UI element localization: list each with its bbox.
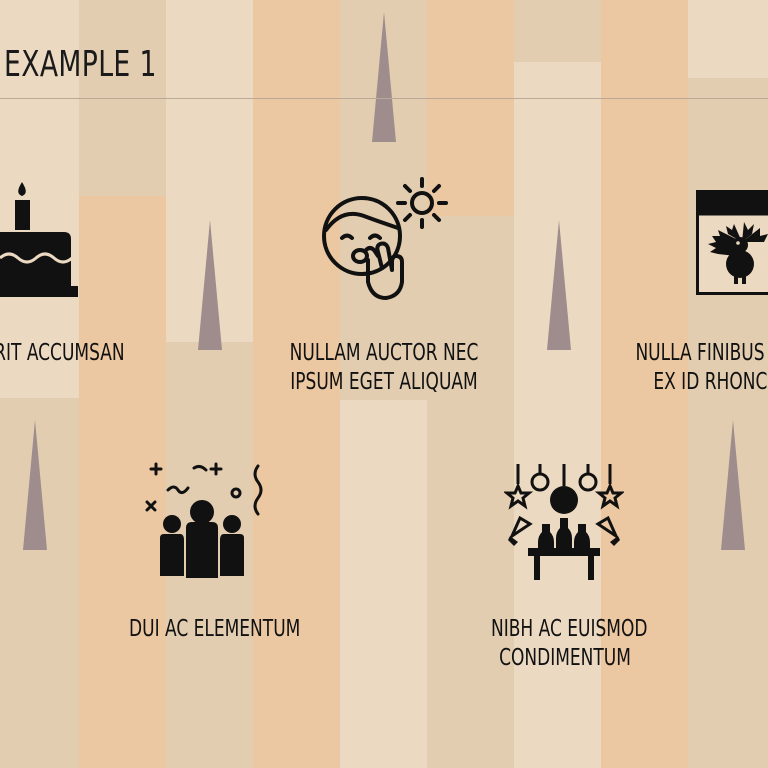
bg-block <box>427 216 515 768</box>
item-label: ERIT ACCUMSAN <box>0 340 125 366</box>
page-title: EXAMPLE 1 <box>4 44 157 85</box>
bg-bar <box>514 0 602 768</box>
spike-shape <box>547 220 571 350</box>
spike-shape <box>23 420 47 550</box>
spike-shape <box>721 420 745 550</box>
birthday-cake-icon <box>0 182 78 297</box>
bg-block <box>688 0 768 78</box>
bg-block <box>79 196 167 768</box>
bg-block <box>0 398 79 768</box>
yawning-face-sun-icon <box>322 177 448 301</box>
bg-bar <box>253 0 341 768</box>
party-table-ornaments-icon <box>504 464 624 580</box>
bg-bar <box>688 0 768 768</box>
calendar-turkey-icon <box>696 190 768 295</box>
bg-block <box>340 400 428 768</box>
item-label: NIBH AC EUISMOD CONDIMENTUM <box>491 616 648 671</box>
bg-bar <box>601 0 689 768</box>
spike-shape <box>198 220 222 350</box>
bg-block <box>514 0 602 62</box>
item-label: NULLA FINIBUS EX ID RHONC <box>635 340 768 395</box>
spike-shape <box>372 12 396 142</box>
title-divider <box>0 98 768 99</box>
party-crowd-confetti-icon <box>145 462 263 578</box>
item-label: DUI AC ELEMENTUM <box>129 616 301 642</box>
item-label: NULLAM AUCTOR NEC IPSUM EGET ALIQUAM <box>289 340 479 395</box>
